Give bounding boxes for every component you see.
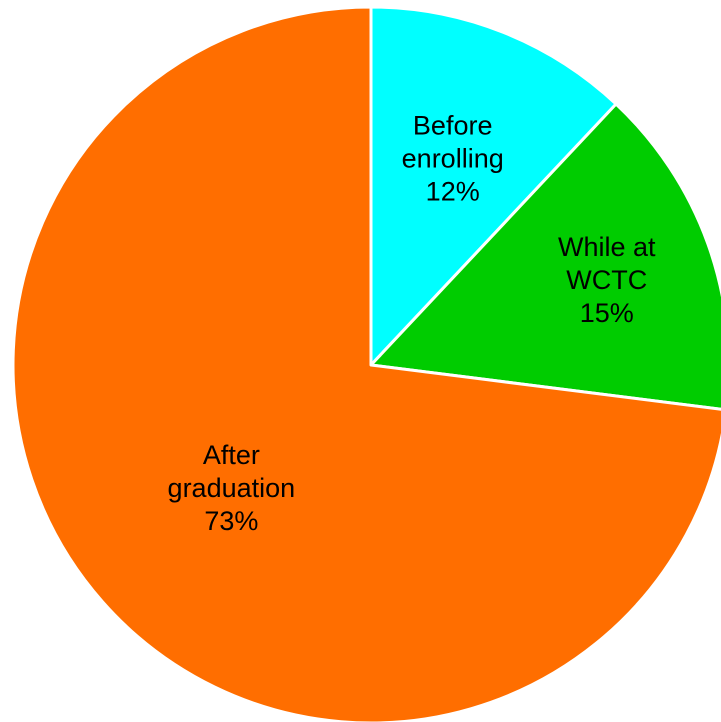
slice-label-while-at-wctc: While at WCTC 15% xyxy=(558,232,656,328)
slice-name-line: After xyxy=(203,440,260,470)
slice-name-line: graduation xyxy=(168,473,296,503)
slice-name-line: enrolling xyxy=(402,144,504,174)
slice-name-line: Before xyxy=(413,111,493,141)
slice-value-label: 12% xyxy=(426,177,480,207)
slice-name-line: While at xyxy=(558,232,656,262)
pie-slice-while-at-wctc xyxy=(369,102,721,411)
pie-slice-before-enrolling xyxy=(369,5,618,367)
slice-value-label: 73% xyxy=(204,506,258,536)
slice-label-before-enrolling: Before enrolling 12% xyxy=(402,111,504,207)
slice-value-label: 15% xyxy=(580,298,634,328)
pie-slice-after-graduation xyxy=(11,5,721,722)
slice-name-line: WCTC xyxy=(566,265,647,295)
slice-label-after-graduation: After graduation 73% xyxy=(168,440,296,536)
